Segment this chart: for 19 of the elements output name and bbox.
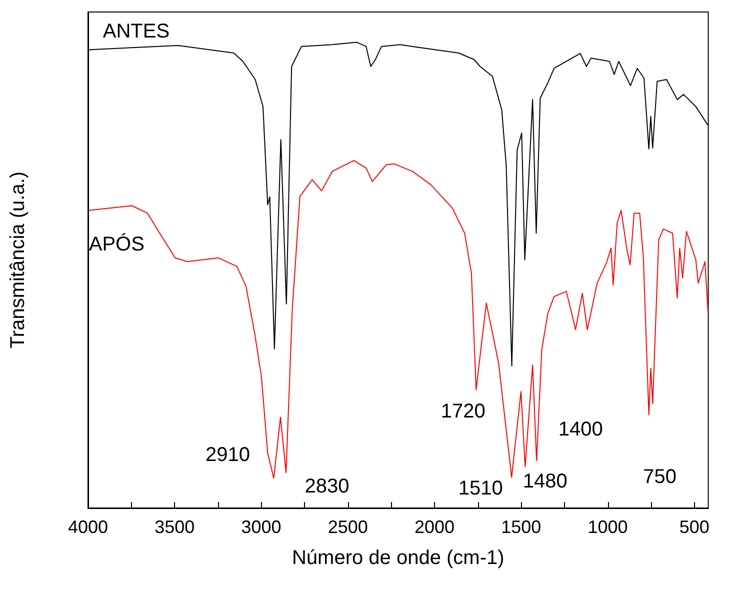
x-tick-label: 500 [679, 517, 710, 537]
x-tick-label: 2500 [328, 517, 368, 537]
x-tick-label: 3500 [154, 517, 195, 537]
annotation: 2830 [304, 476, 350, 498]
x-tick-label: 2000 [414, 517, 455, 537]
series-label: ANTES [102, 20, 170, 43]
x-tick-label: 1500 [501, 517, 542, 537]
series-label: APÓS [88, 232, 144, 256]
annotation: 1720 [440, 400, 486, 423]
x-tick-label: 3000 [241, 517, 282, 537]
annotation: 2910 [205, 444, 250, 466]
annotation: 1480 [522, 470, 568, 493]
x-tick-label: 4000 [68, 517, 108, 537]
annotation: 750 [643, 466, 676, 488]
annotation: 1510 [458, 477, 503, 500]
x-tick-label: 1000 [588, 517, 628, 537]
annotation: 1400 [558, 418, 603, 440]
x-axis-title: Número de onde (cm-1) [292, 547, 504, 569]
y-axis-title: Transmitância (u.a.) [7, 171, 29, 349]
